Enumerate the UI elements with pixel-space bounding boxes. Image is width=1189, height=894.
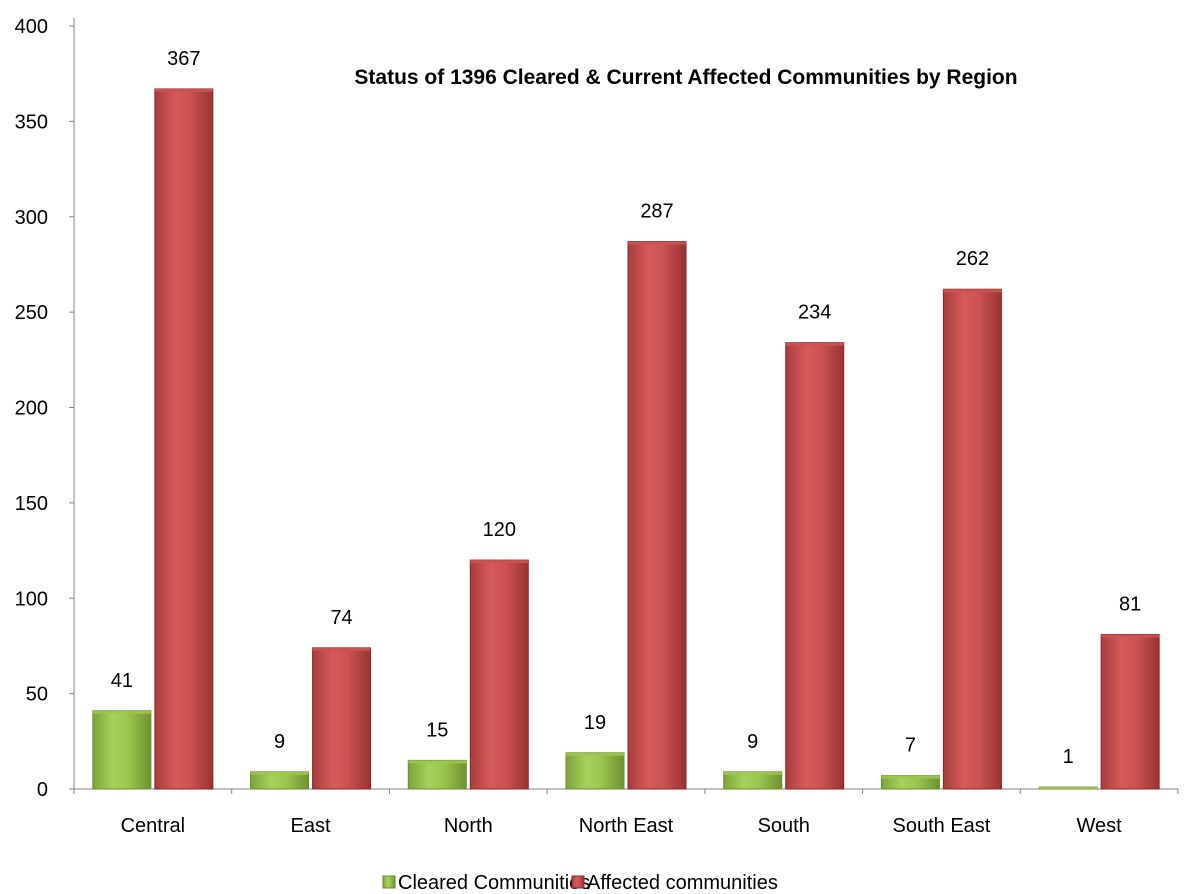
affected-bar [469, 559, 529, 790]
y-axis: 0 50 100 150 200 250 300 350 400 [15, 16, 75, 801]
x-category-label: East [291, 815, 331, 837]
y-tick-label: 100 [15, 588, 48, 610]
legend-label-cleared: Cleared Communities [398, 872, 590, 894]
data-label: 41 [111, 670, 133, 692]
bar-cap [250, 771, 309, 775]
bar-cap [470, 560, 529, 564]
affected-bar [1100, 633, 1160, 790]
bar-cap [881, 775, 940, 779]
bar-cap [154, 88, 213, 92]
affected-bar [942, 288, 1002, 790]
bar-cap [1039, 787, 1098, 789]
cleared-bar [565, 752, 625, 790]
data-labels: 41 9 15 19 9 7 1 367 74 120 287 234 262 81 [111, 48, 1142, 768]
data-label: 74 [330, 607, 352, 629]
bar-cap [943, 289, 1002, 293]
y-tick-label: 200 [15, 398, 48, 420]
x-category-label: South [758, 815, 810, 837]
x-category-label: North [444, 815, 493, 837]
cleared-bar [407, 759, 467, 790]
bar-cap [1101, 634, 1160, 638]
x-category-label: Central [121, 815, 185, 837]
bar-cap [312, 647, 371, 651]
legend-swatch-affected [571, 875, 585, 889]
y-tick-label: 350 [15, 111, 48, 133]
chart-title: Status of 1396 Cleared & Current Affecte… [354, 66, 1017, 89]
bars [92, 88, 1160, 790]
y-tick-label: 0 [37, 779, 48, 801]
bar-cap [785, 342, 844, 346]
y-tick-label: 300 [15, 207, 48, 229]
y-tick-label: 250 [15, 302, 48, 324]
bar-cap [566, 752, 624, 756]
data-label: 120 [483, 519, 516, 541]
bar-cap [628, 241, 686, 245]
legend-swatch-cleared [382, 875, 396, 889]
affected-bar [154, 88, 214, 790]
affected-bar [312, 647, 372, 790]
y-tick-label: 150 [15, 493, 48, 515]
bar-cap [723, 771, 782, 775]
x-category-label: South East [893, 815, 991, 837]
data-label: 1 [1063, 746, 1074, 768]
data-label: 9 [747, 731, 758, 753]
bar-cap [92, 710, 151, 714]
data-label: 262 [956, 248, 989, 270]
affected-bar [627, 241, 687, 790]
data-label: 81 [1119, 593, 1141, 615]
data-label: 367 [167, 48, 200, 70]
y-tick-label: 50 [26, 684, 48, 706]
data-label: 287 [640, 201, 673, 223]
x-axis: Central East North North East South South Eas… [73, 788, 1179, 837]
bar-cap [408, 760, 467, 764]
data-label: 15 [426, 719, 448, 741]
cleared-bar [92, 710, 152, 790]
affected-bar [785, 342, 845, 790]
data-label: 9 [274, 731, 285, 753]
data-label: 7 [905, 735, 916, 757]
legend-label-affected: Affected communities [587, 872, 778, 894]
x-category-label: West [1077, 815, 1123, 837]
data-label: 19 [584, 712, 606, 734]
data-label: 234 [798, 302, 831, 324]
x-category-label: North East [579, 815, 674, 837]
y-tick-label: 400 [15, 16, 48, 38]
